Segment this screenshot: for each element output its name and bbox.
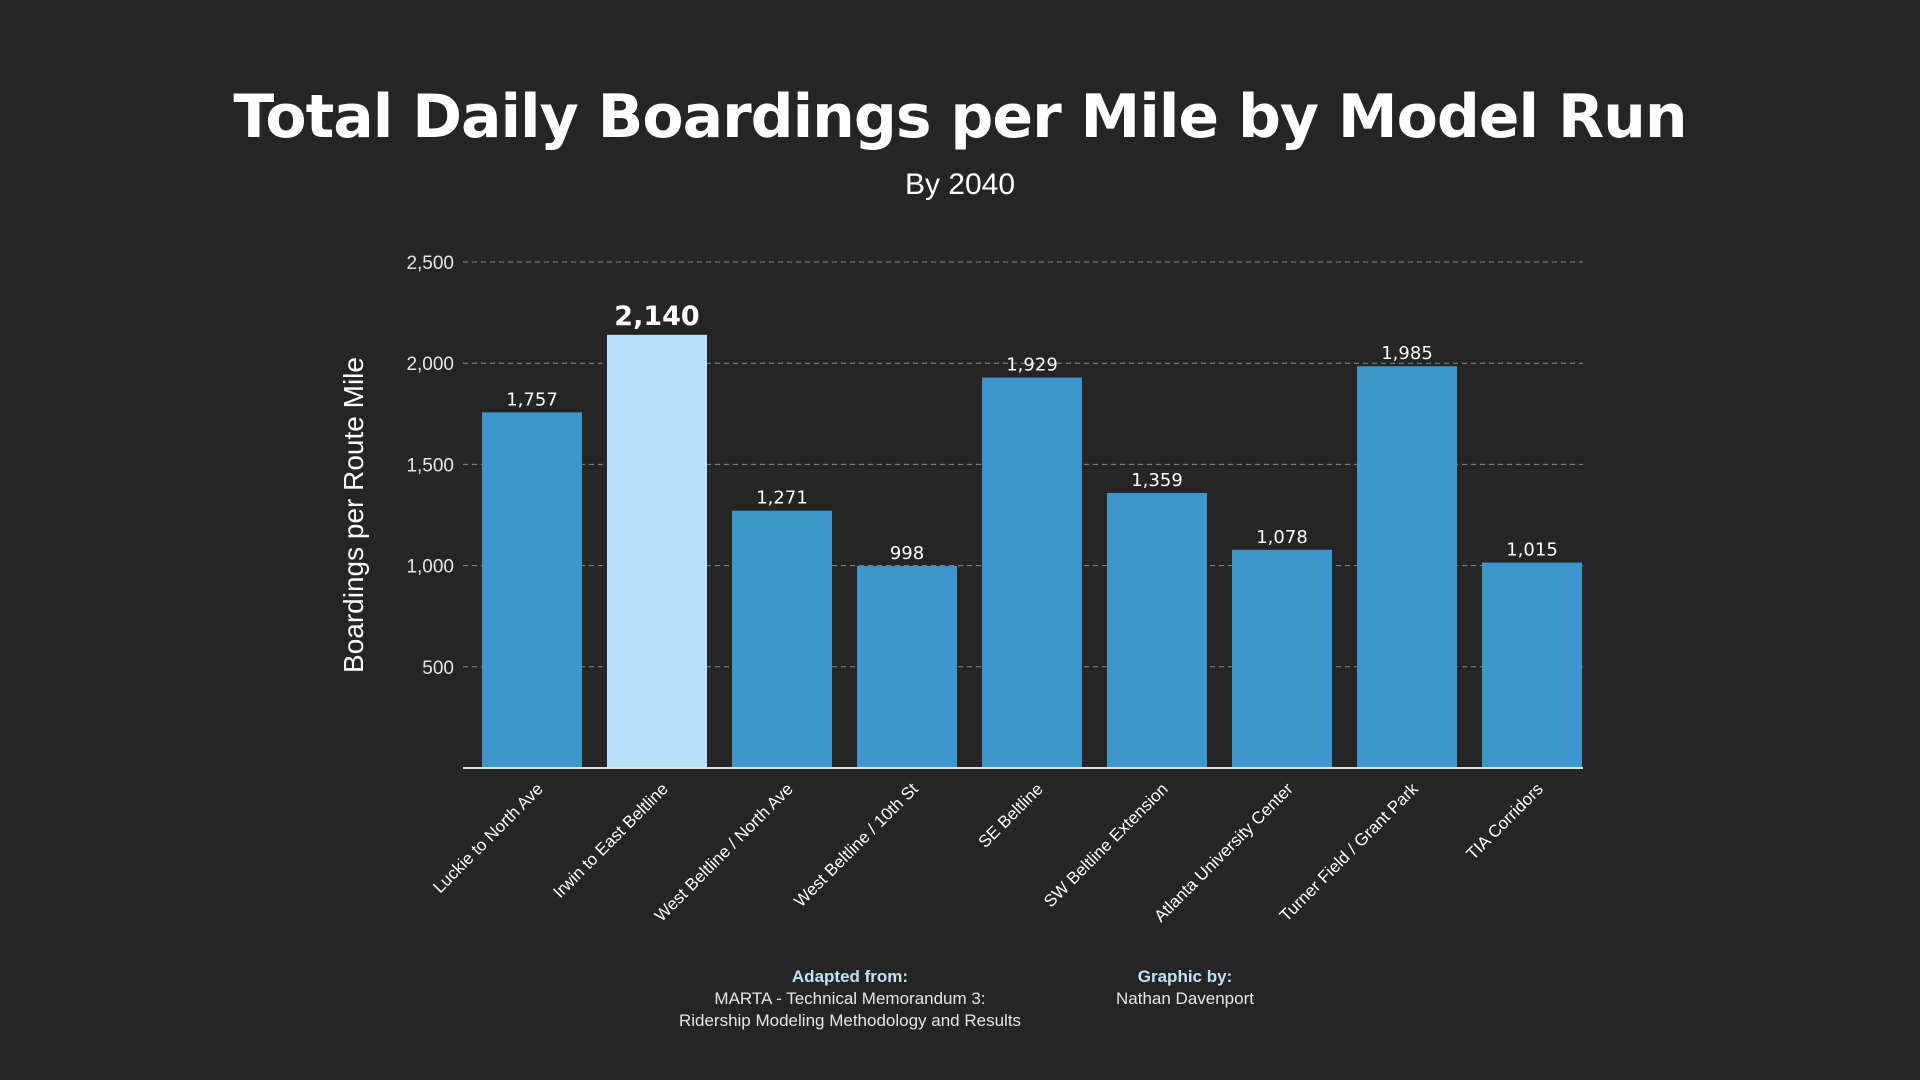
bar <box>1232 549 1332 768</box>
bar-value-label: 1,929 <box>1006 355 1058 376</box>
source-credit-line-2: Ridership Modeling Methodology and Resul… <box>678 1011 1022 1030</box>
bar <box>1482 562 1582 768</box>
bar-value-label: 1,359 <box>1131 470 1183 491</box>
graphic-credit: Graphic by: Nathan Davenport <box>1070 966 1300 1010</box>
graphic-credit-heading: Graphic by: <box>1137 967 1233 986</box>
y-tick-label: 500 <box>422 658 454 679</box>
x-tick-label: West Beltline / 10th St <box>790 779 922 911</box>
y-tick-label: 1,500 <box>406 455 454 476</box>
x-tick-label: TIA Corridors <box>1463 779 1547 863</box>
value-labels: 1,757 2,140 1,271 998 1,929 1,359 1,078 1,985 1,… <box>506 301 1558 564</box>
x-axis-ticks: Luckie to North Ave Irwin to East Beltlin… <box>429 779 1546 926</box>
bar-value-label: 1,015 <box>1506 540 1558 561</box>
x-tick-label: SE Beltline <box>975 779 1047 851</box>
bars <box>482 334 1582 768</box>
bar-value-label: 1,985 <box>1381 343 1433 364</box>
bar <box>1107 492 1207 768</box>
x-tick-label: Irwin to East Beltline <box>549 779 671 901</box>
y-tick-label: 1,000 <box>406 557 454 578</box>
x-tick-label: West Beltline / North Ave <box>651 779 797 925</box>
bar <box>732 510 832 768</box>
graphic-credit-author: Nathan Davenport <box>1116 989 1254 1008</box>
y-axis-label: Boardings per Route Mile <box>338 357 369 673</box>
bar <box>982 377 1082 768</box>
bar <box>857 566 957 768</box>
y-tick-label: 2,000 <box>406 354 454 375</box>
x-tick-label: Turner Field / Grant Park <box>1276 779 1422 925</box>
chart-subtitle: By 2040 <box>904 168 1016 201</box>
bar-value-label: 1,078 <box>1256 527 1308 548</box>
x-tick-label: Luckie to North Ave <box>429 779 546 896</box>
bar <box>607 334 707 768</box>
source-credit-line-1: MARTA - Technical Memorandum 3: <box>714 989 986 1008</box>
bar-value-label: 1,271 <box>756 488 808 509</box>
bar-value-label: 1,757 <box>506 389 558 410</box>
bar-value-label: 998 <box>890 543 924 564</box>
y-axis-ticks: 500 1,000 1,500 2,000 2,500 <box>406 253 454 679</box>
bar-value-label: 2,140 <box>614 301 699 332</box>
source-credit: Adapted from: MARTA - Technical Memorand… <box>640 966 1060 1032</box>
bar <box>482 412 582 768</box>
y-tick-label: 2,500 <box>406 253 454 274</box>
x-tick-label: SW Beltline Extension <box>1040 779 1172 911</box>
x-tick-label: Atlanta University Center <box>1150 779 1297 926</box>
bar <box>1357 366 1457 768</box>
source-credit-heading: Adapted from: <box>791 967 909 986</box>
chart-title: Total Daily Boardings per Mile by Model … <box>233 82 1687 152</box>
